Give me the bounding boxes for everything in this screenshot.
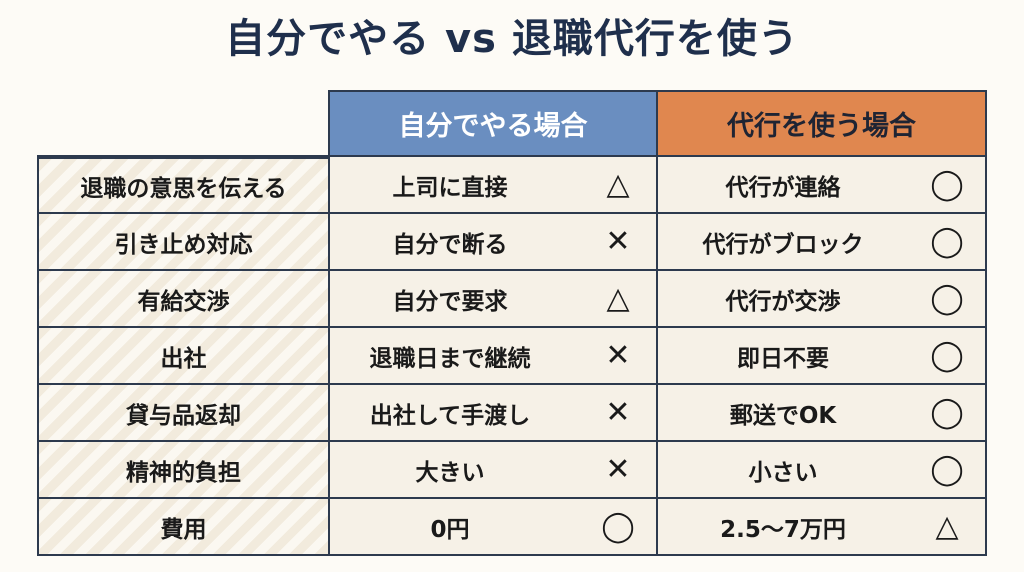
self-text: 大きい [415,459,485,486]
agent-mark: ◯ [930,452,964,487]
self-text: 上司に直接 [392,174,508,201]
self-cell: 0円 ◯ [330,499,658,556]
self-cell: 自分で断る ✕ [330,214,658,271]
agent-cell: 代行が交渉 ◯ [658,271,987,328]
row-label: 出社 [37,328,330,385]
agent-cell: 2.5〜7万円 △ [658,499,987,556]
agent-mark: ◯ [930,281,964,316]
self-text: 自分で断る [392,231,508,258]
self-mark: ✕ [605,452,631,487]
self-mark: ✕ [605,224,631,259]
self-cell: 退職日まで継続 ✕ [330,328,658,385]
agent-mark: △ [935,509,959,544]
self-cell: 上司に直接 △ [330,157,658,214]
agent-text: 代行が連絡 [725,174,841,201]
agent-cell: 郵送でOK ◯ [658,385,987,442]
row-label: 退職の意思を伝える [37,157,330,214]
agent-mark: ◯ [930,224,964,259]
agent-text: 小さい [748,459,818,486]
self-text: 出社して手渡し [369,402,531,429]
self-mark: △ [606,281,630,316]
row-label: 有給交渉 [37,271,330,328]
comparison-table: 自分でやる場合 代行を使う場合 退職の意思を伝える 上司に直接 △ 代行が連絡 … [37,90,987,556]
self-cell: 出社して手渡し ✕ [330,385,658,442]
header-agent: 代行を使う場合 [658,90,987,157]
page-title: 自分でやる vs 退職代行を使う [225,16,799,62]
self-mark: ✕ [605,338,631,373]
row-label: 貸与品返却 [37,385,330,442]
agent-text: 代行がブロック [702,231,864,258]
agent-cell: 代行が連絡 ◯ [658,157,987,214]
agent-text: 代行が交渉 [725,288,841,315]
self-cell: 大きい ✕ [330,442,658,499]
self-mark: ◯ [601,509,635,544]
agent-mark: ◯ [930,167,964,202]
self-text: 退職日まで継続 [369,345,531,372]
row-label: 精神的負担 [37,442,330,499]
agent-mark: ◯ [930,338,964,373]
self-text: 0円 [430,516,470,543]
header-self: 自分でやる場合 [330,90,658,157]
self-mark: ✕ [605,395,631,430]
self-mark: △ [606,167,630,202]
table-corner [37,90,330,157]
row-label: 費用 [37,499,330,556]
self-cell: 自分で要求 △ [330,271,658,328]
agent-text: 2.5〜7万円 [720,516,846,543]
agent-cell: 小さい ◯ [658,442,987,499]
row-label: 引き止め対応 [37,214,330,271]
agent-text: 即日不要 [737,345,829,372]
self-text: 自分で要求 [392,288,508,315]
agent-mark: ◯ [930,395,964,430]
agent-cell: 即日不要 ◯ [658,328,987,385]
agent-cell: 代行がブロック ◯ [658,214,987,271]
agent-text: 郵送でOK [729,402,837,429]
